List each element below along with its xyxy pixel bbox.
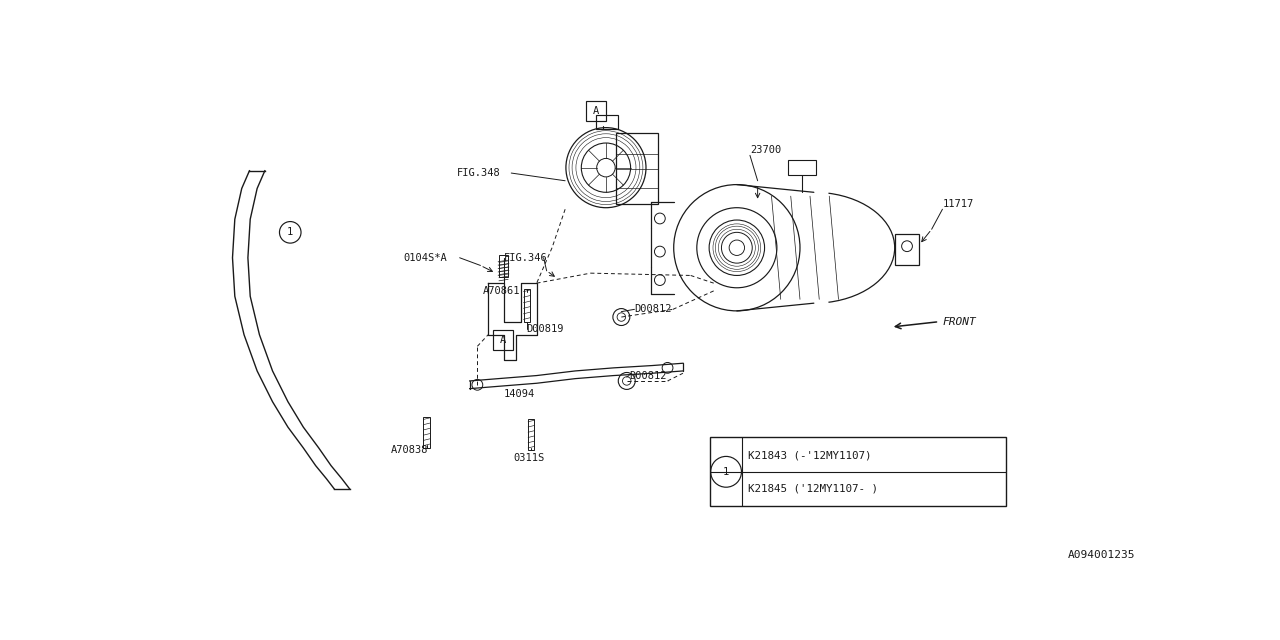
Bar	[493, 330, 513, 350]
Bar	[596, 115, 617, 129]
Text: K21843 (-'12MY1107): K21843 (-'12MY1107)	[749, 450, 872, 460]
Bar	[499, 255, 508, 277]
Bar	[424, 417, 430, 448]
Text: 1: 1	[287, 227, 293, 237]
Bar	[788, 160, 817, 175]
Text: 1: 1	[723, 467, 730, 477]
Text: A70861: A70861	[483, 286, 520, 296]
Bar	[616, 133, 658, 204]
Text: D00819: D00819	[526, 324, 564, 334]
Text: A: A	[499, 335, 506, 345]
Bar	[524, 289, 530, 322]
Text: 11717: 11717	[942, 199, 974, 209]
Bar	[586, 100, 605, 121]
Text: D00812: D00812	[635, 305, 672, 314]
Bar	[895, 234, 919, 265]
Text: 14094: 14094	[503, 389, 535, 399]
Text: K21845 ('12MY1107- ): K21845 ('12MY1107- )	[749, 483, 878, 493]
Text: FIG.346: FIG.346	[503, 253, 548, 263]
Text: A: A	[593, 106, 599, 116]
Bar	[529, 419, 534, 451]
Text: D00812: D00812	[628, 371, 667, 381]
Text: 0104S*A: 0104S*A	[403, 253, 447, 263]
Text: 23700: 23700	[750, 145, 781, 155]
Text: FRONT: FRONT	[942, 317, 977, 326]
Text: A094001235: A094001235	[1068, 550, 1135, 561]
Text: A70838: A70838	[390, 445, 428, 455]
Text: FIG.348: FIG.348	[457, 168, 500, 178]
Text: 0311S: 0311S	[513, 453, 545, 463]
Bar	[710, 437, 1006, 506]
